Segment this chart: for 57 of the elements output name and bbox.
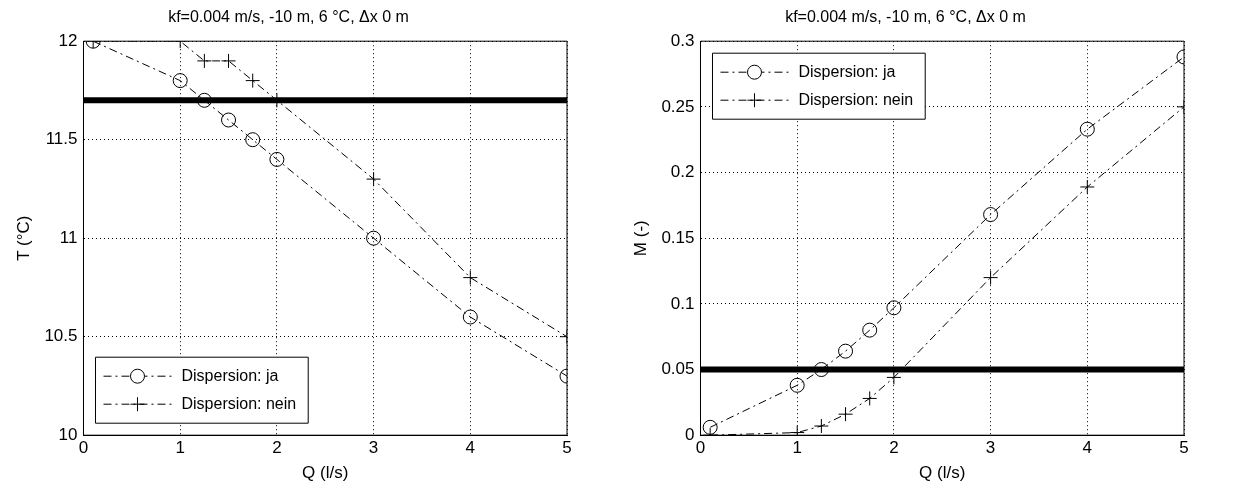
y-tick-label: 0.15	[661, 227, 695, 247]
point	[862, 322, 878, 338]
x-tick-label: 5	[562, 438, 572, 458]
x-tick-label: 2	[889, 438, 899, 458]
chart-title: kf=0.004 m/s, -10 m, 6 °C, Δx 0 m	[785, 8, 1026, 26]
x-tick-label: 2	[272, 438, 282, 458]
point	[196, 53, 212, 69]
y-tick-label: 11.5	[45, 129, 78, 149]
y-tick-label: 11	[59, 227, 78, 247]
point	[245, 73, 261, 89]
y-tick-label: 12	[58, 30, 78, 50]
point	[221, 53, 237, 69]
x-tick-label: 5	[1179, 438, 1189, 458]
point	[813, 362, 829, 378]
x-tick-label: 4	[465, 438, 476, 458]
y-tick-label: 10.5	[44, 326, 78, 346]
point	[196, 92, 212, 108]
point	[862, 390, 878, 406]
legend-label: Dispersion: nein	[798, 90, 914, 108]
point	[838, 343, 854, 359]
y-tick-label: 10	[58, 424, 78, 444]
point	[172, 73, 188, 89]
point	[221, 112, 237, 128]
point	[886, 300, 902, 316]
y-tick-label: 0.1	[670, 293, 695, 313]
point	[366, 230, 382, 246]
x-tick-label: 3	[985, 438, 996, 458]
point	[813, 418, 829, 434]
chart-title: kf=0.004 m/s, -10 m, 6 °C, Δx 0 m	[168, 8, 409, 26]
point	[983, 207, 999, 223]
y-tick-label: 0.25	[661, 96, 695, 116]
legend-label: Dispersion: nein	[181, 394, 297, 412]
point	[462, 270, 478, 286]
y-axis-title: M (-)	[630, 220, 650, 257]
point	[269, 151, 285, 167]
legend-label: Dispersion: ja	[798, 62, 896, 80]
legend-label: Dispersion: ja	[181, 366, 279, 384]
point	[838, 406, 854, 422]
x-tick-label: 3	[368, 438, 379, 458]
y-axis-title: T (°C)	[13, 215, 33, 261]
point	[702, 419, 718, 435]
x-tick-label: 1	[792, 438, 802, 458]
x-tick-label: 1	[175, 438, 185, 458]
point	[983, 270, 999, 286]
x-tick-label: 4	[1082, 438, 1093, 458]
y-tick-label: 0.3	[670, 30, 695, 50]
y-tick-label: 0.2	[670, 162, 695, 182]
point	[245, 132, 261, 148]
point	[789, 377, 805, 393]
point	[1079, 121, 1095, 137]
y-tick-label: 0.05	[661, 359, 695, 379]
point	[1079, 179, 1095, 195]
y-tick-label: 0	[685, 424, 695, 444]
point	[462, 309, 478, 325]
x-axis-title: Q (l/s)	[302, 463, 349, 483]
point	[366, 171, 382, 187]
x-axis-title: Q (l/s)	[919, 463, 966, 483]
